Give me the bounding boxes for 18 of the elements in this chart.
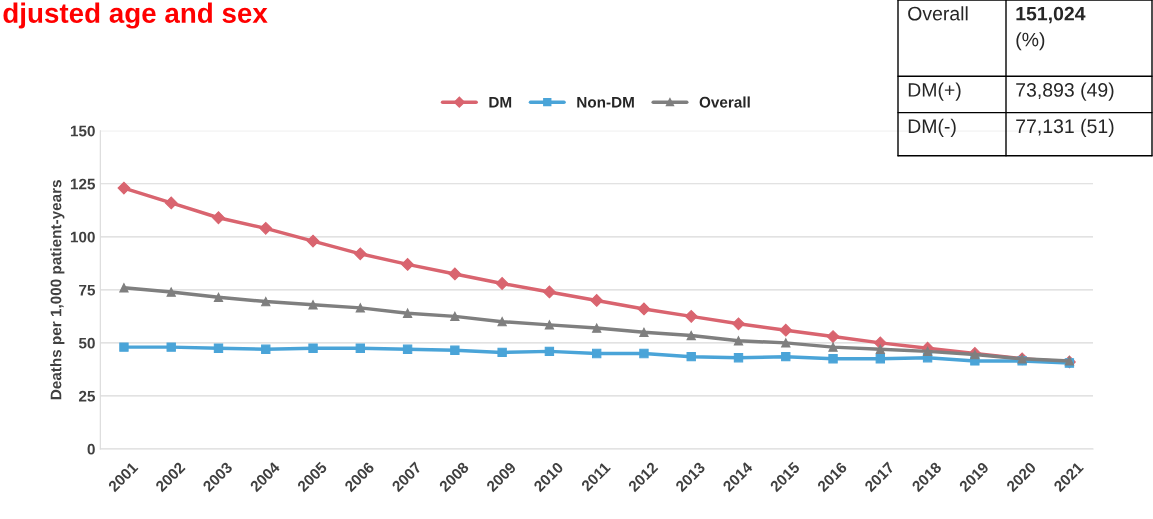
y-tick-label: 125 [70, 178, 96, 190]
y-tick-label: 100 [70, 231, 95, 243]
chart-title: djusted age and sex [3, 2, 268, 29]
text: 151,024 (%) [1016, 6, 1086, 51]
y-axis-title: Deaths per 1,000 patient-years [50, 180, 65, 400]
text: DM(+) [908, 82, 961, 101]
y-tick-label: 150 [70, 125, 95, 137]
annotation: 77,131 (51) [1016, 118, 1114, 137]
annotation: DM(-) [908, 118, 956, 137]
text: 73,893 (49) [1016, 82, 1114, 101]
text: Overall [908, 6, 968, 21]
legend-label: Non-DM [577, 96, 634, 108]
legend-label: DM [489, 96, 512, 108]
legend-label: Overall [699, 96, 750, 108]
y-tick-label: 25 [78, 390, 96, 402]
y-tick-label: 75 [79, 284, 96, 296]
y-tick-label: 50 [78, 337, 95, 349]
y-tick-label: 0 [87, 443, 95, 455]
